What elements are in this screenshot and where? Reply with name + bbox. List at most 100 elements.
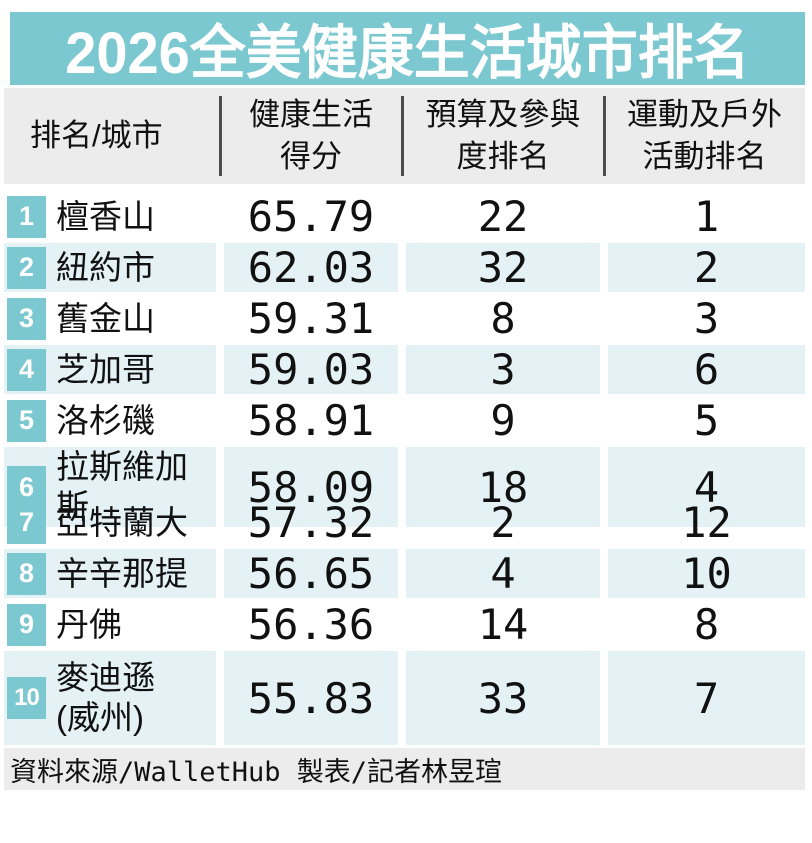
activity-rank-value: 2	[693, 243, 720, 292]
activity-rank-value: 1	[693, 192, 720, 241]
table-row: 9 丹佛 56.36 14 8	[4, 598, 805, 649]
activity-rank-value: 4	[693, 462, 720, 512]
city-line1: 舊金山	[56, 299, 155, 337]
table-row: 3 舊金山 59.31 8 3	[4, 292, 805, 343]
health-score-cell: 55.83	[224, 651, 398, 745]
health-score-cell: 56.65	[224, 549, 398, 598]
health-score-value: 57.32	[247, 498, 375, 547]
city-line1: 拉斯維加斯	[56, 448, 188, 525]
budget-rank-value: 4	[490, 549, 516, 598]
rank-badge: 3	[7, 297, 46, 340]
header-budget-rank-line2: 度排名	[456, 139, 550, 174]
rank-badge: 6	[7, 466, 46, 508]
budget-rank-value: 18	[477, 462, 529, 512]
activity-rank-value: 6	[693, 345, 720, 394]
table-row: 6 拉斯維加斯 58.09 18 4	[4, 445, 805, 527]
table-row: 8 辛辛那提 56.65 4 10	[4, 547, 805, 598]
city-line1: 檀香山	[56, 197, 155, 235]
budget-rank-cell: 18	[406, 447, 600, 527]
health-score-value: 59.31	[247, 294, 375, 343]
activity-rank-cell: 10	[608, 549, 805, 598]
activity-rank-value: 5	[693, 396, 720, 445]
rank-number: 4	[18, 354, 35, 384]
column-divider	[219, 96, 222, 176]
city-line1: 紐約市	[56, 248, 155, 286]
activity-rank-cell: 6	[608, 345, 805, 394]
city-name: 舊金山	[56, 299, 155, 339]
table-header: 排名/城市 健康生活 得分 預算及參與 度排名 運動及戶外 活動排名	[4, 88, 805, 184]
health-score-value: 55.83	[247, 673, 375, 723]
activity-rank-cell: 8	[608, 600, 805, 649]
budget-rank-cell: 33	[406, 651, 600, 745]
header-health-score-line2: 得分	[280, 139, 342, 174]
table-row: 10 麥迪遜 (威州) 55.83 33 7	[4, 649, 805, 747]
budget-rank-value: 14	[477, 600, 529, 649]
table-rows: 1 檀香山 65.79 22 1 2 紐約市 62.03	[4, 190, 805, 747]
rank-badge: 10	[7, 677, 46, 719]
health-score-cell: 58.09	[224, 447, 398, 527]
city-name: 洛杉磯	[56, 401, 155, 441]
city-line1: 丹佛	[56, 605, 122, 643]
header-budget-rank: 預算及參與 度排名	[402, 94, 604, 178]
title-bar: 2026全美健康生活城市排名	[10, 12, 805, 85]
header-budget-rank-line1: 預算及參與	[425, 97, 581, 132]
city-name: 丹佛	[56, 605, 122, 645]
activity-rank-cell: 12	[608, 498, 805, 547]
budget-rank-value: 32	[477, 243, 529, 292]
source-text: 資料來源/WalletHub 製表/記者林昱瑄	[10, 756, 503, 788]
city-cell: 4 芝加哥	[4, 345, 216, 394]
health-score-value: 65.79	[247, 192, 375, 241]
activity-rank-value: 10	[681, 549, 732, 598]
table-row: 4 芝加哥 59.03 3 6	[4, 343, 805, 394]
header-activity-rank: 運動及戶外 活動排名	[604, 94, 805, 178]
activity-rank-value: 8	[693, 600, 720, 649]
activity-rank-value: 7	[693, 673, 720, 723]
budget-rank-value: 22	[477, 192, 529, 241]
health-score-cell: 59.03	[224, 345, 398, 394]
rank-number: 5	[18, 405, 35, 435]
activity-rank-cell: 7	[608, 651, 805, 745]
rank-badge: 4	[7, 348, 46, 391]
city-cell: 3 舊金山	[4, 294, 216, 343]
health-score-cell: 58.91	[224, 396, 398, 445]
rank-badge: 1	[7, 195, 46, 238]
activity-rank-cell: 3	[608, 294, 805, 343]
city-cell: 10 麥迪遜 (威州)	[4, 651, 216, 745]
health-score-value: 59.03	[247, 345, 375, 394]
city-cell: 1 檀香山	[4, 192, 216, 241]
rank-badge: 2	[7, 246, 46, 289]
health-score-cell: 56.36	[224, 600, 398, 649]
budget-rank-value: 3	[490, 345, 516, 394]
activity-rank-value: 12	[681, 498, 732, 547]
city-name: 檀香山	[56, 197, 155, 237]
health-score-value: 58.91	[247, 396, 375, 445]
header-health-score-line1: 健康生活	[249, 97, 373, 132]
rank-number: 1	[18, 201, 35, 231]
activity-rank-value: 3	[693, 294, 720, 343]
budget-rank-cell: 4	[406, 549, 600, 598]
header-health-score: 健康生活 得分	[220, 94, 402, 178]
city-cell: 9 丹佛	[4, 600, 216, 649]
rank-number: 2	[18, 252, 35, 282]
budget-rank-value: 9	[490, 396, 516, 445]
budget-rank-cell: 14	[406, 600, 600, 649]
city-cell: 8 辛辛那提	[4, 549, 216, 598]
activity-rank-cell: 5	[608, 396, 805, 445]
city-line1: 辛辛那提	[56, 554, 188, 592]
rank-number: 7	[18, 507, 35, 537]
city-line1: 亞特蘭大	[56, 503, 188, 541]
source-footer: 資料來源/WalletHub 製表/記者林昱瑄	[4, 748, 805, 790]
health-score-cell: 57.32	[224, 498, 398, 547]
city-name: 紐約市	[56, 248, 155, 288]
health-score-value: 58.09	[247, 462, 375, 512]
health-score-cell: 59.31	[224, 294, 398, 343]
activity-rank-cell: 4	[608, 447, 805, 527]
header-activity-rank-line2: 活動排名	[642, 139, 767, 174]
health-score-value: 62.03	[247, 243, 375, 292]
header-rank-city: 排名/城市	[30, 118, 163, 153]
budget-rank-cell: 22	[406, 192, 600, 241]
activity-rank-cell: 2	[608, 243, 805, 292]
budget-rank-value: 33	[477, 673, 529, 723]
city-name: 拉斯維加斯	[56, 447, 216, 527]
city-line1: 洛杉磯	[56, 401, 155, 439]
